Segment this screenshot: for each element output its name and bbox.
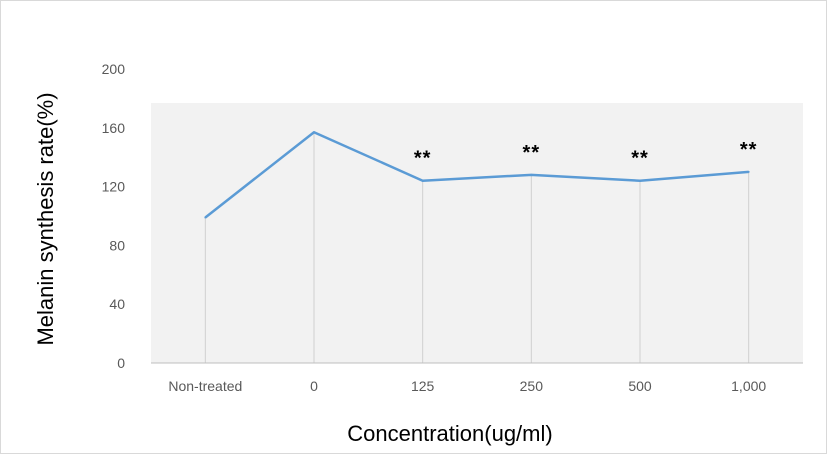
significance-annotations: ** ** ** ** bbox=[414, 139, 758, 170]
y-tick-label: 120 bbox=[102, 179, 126, 195]
x-tick-labels: Non-treated 0 125 250 500 1,000 bbox=[168, 378, 766, 394]
series-line bbox=[204, 130, 749, 219]
x-tick-label: 250 bbox=[520, 378, 544, 394]
significance-marker: ** bbox=[631, 148, 649, 170]
data-point bbox=[747, 170, 750, 173]
significance-marker: ** bbox=[523, 142, 541, 164]
drop-lines bbox=[204, 132, 750, 363]
data-points bbox=[204, 131, 750, 219]
data-point bbox=[421, 179, 424, 182]
x-axis-label: Concentration(ug/ml) bbox=[347, 421, 552, 446]
significance-marker: ** bbox=[414, 148, 432, 170]
y-tick-label: 80 bbox=[109, 237, 125, 253]
y-tick-labels: 0 40 80 120 160 200 bbox=[102, 61, 126, 371]
significance-marker: ** bbox=[740, 139, 758, 161]
plot-area bbox=[151, 103, 803, 363]
y-tick-label: 0 bbox=[117, 355, 125, 371]
data-point bbox=[313, 131, 315, 134]
y-tick-label: 200 bbox=[102, 61, 126, 77]
x-tick-label: 1,000 bbox=[731, 378, 766, 394]
data-point bbox=[204, 216, 207, 219]
y-axis-label: Melanin synthesis rate(%) bbox=[33, 92, 58, 345]
y-tick-label: 40 bbox=[109, 296, 125, 312]
data-point bbox=[639, 179, 641, 182]
data-point bbox=[530, 173, 533, 176]
x-tick-label: 125 bbox=[411, 378, 435, 394]
x-tick-label: Non-treated bbox=[168, 378, 242, 394]
x-tick-label: 0 bbox=[310, 378, 318, 394]
x-tick-label: 500 bbox=[628, 378, 652, 394]
y-tick-label: 160 bbox=[102, 120, 126, 136]
